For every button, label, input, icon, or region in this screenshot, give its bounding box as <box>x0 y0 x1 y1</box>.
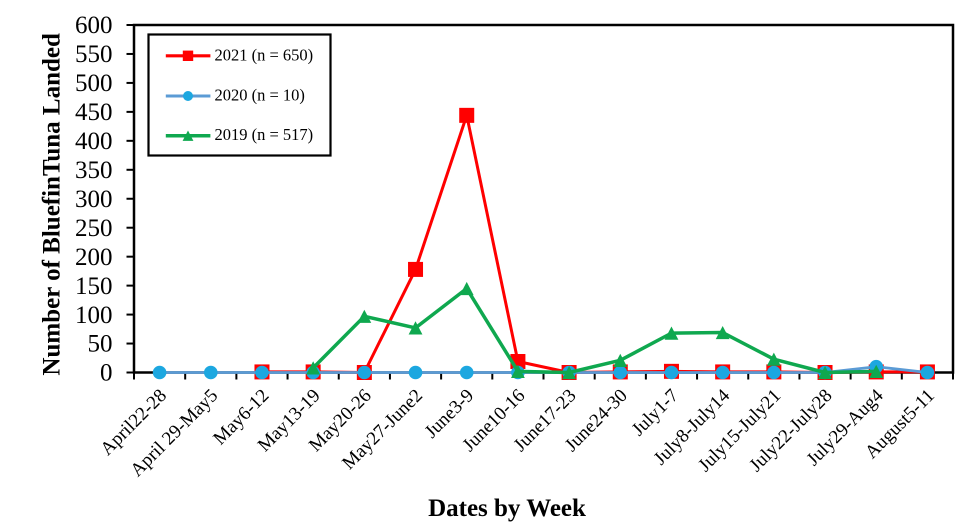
svg-text:400: 400 <box>75 128 113 155</box>
svg-text:50: 50 <box>88 331 113 358</box>
svg-text:500: 500 <box>75 70 113 97</box>
svg-text:2019 (n = 517): 2019 (n = 517) <box>215 125 314 144</box>
svg-text:100: 100 <box>75 302 113 329</box>
svg-text:Number of BluefinTuna Landed: Number of BluefinTuna Landed <box>39 33 66 376</box>
svg-text:300: 300 <box>75 186 113 213</box>
svg-text:350: 350 <box>75 157 113 184</box>
svg-text:2021 (n = 650): 2021 (n = 650) <box>215 45 314 64</box>
svg-text:200: 200 <box>75 244 113 271</box>
svg-text:2020 (n = 10): 2020 (n = 10) <box>215 86 305 105</box>
svg-text:Dates by Week: Dates by Week <box>428 495 586 522</box>
svg-text:550: 550 <box>75 41 113 68</box>
svg-text:0: 0 <box>100 360 113 387</box>
svg-text:600: 600 <box>75 12 113 39</box>
svg-text:250: 250 <box>75 215 113 242</box>
svg-text:150: 150 <box>75 273 113 300</box>
svg-text:450: 450 <box>75 99 113 126</box>
